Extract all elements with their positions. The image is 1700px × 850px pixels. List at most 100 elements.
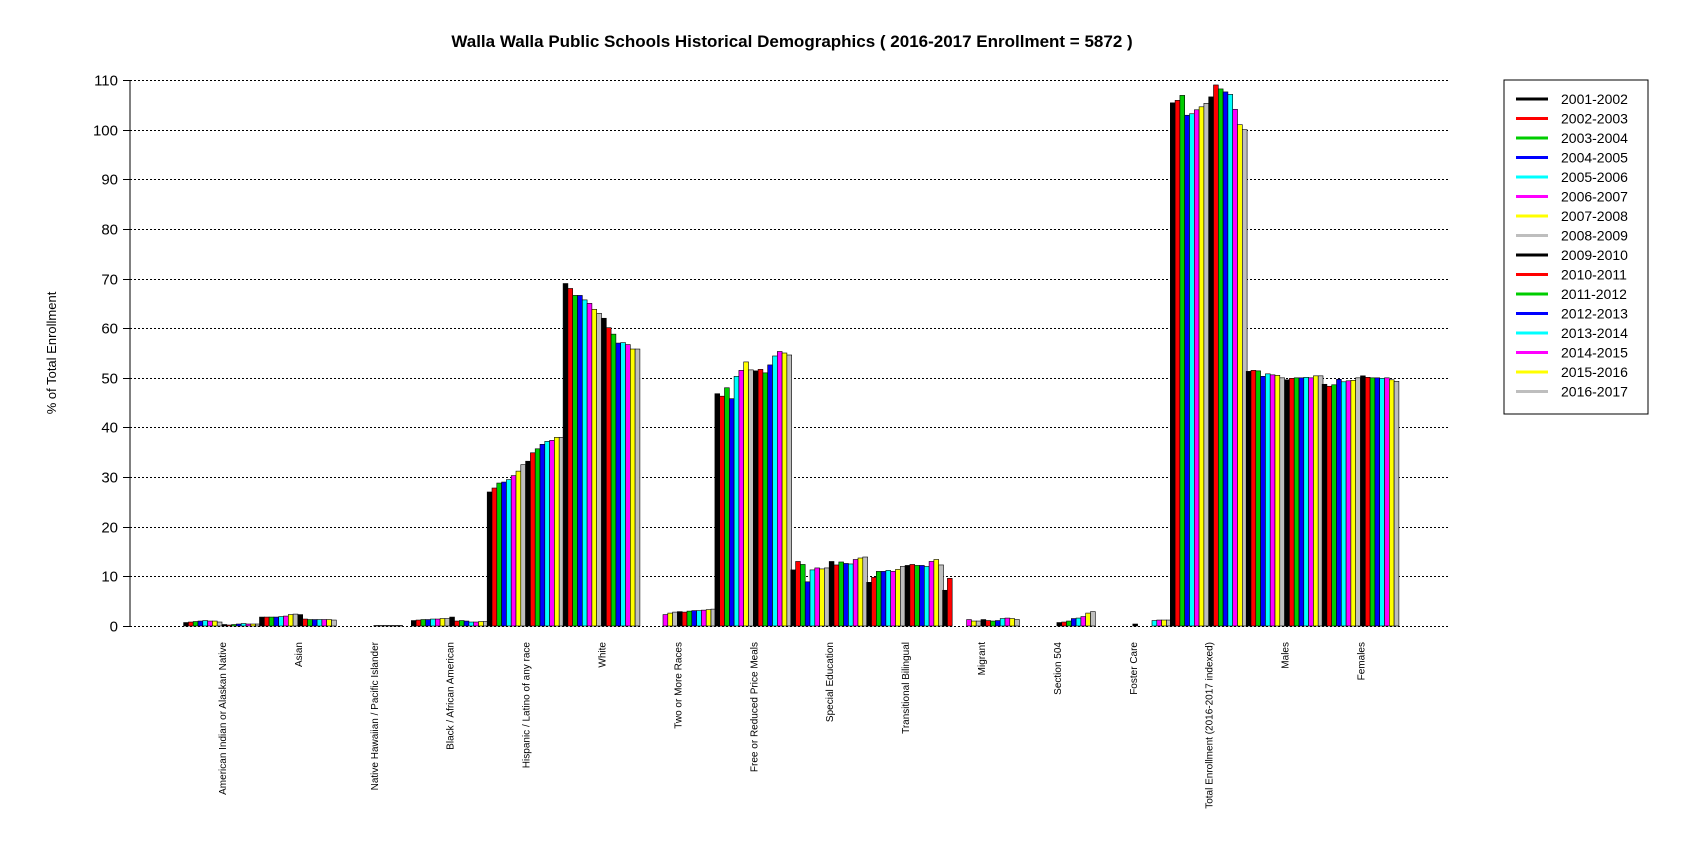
legend-label: 2012-2013 bbox=[1561, 306, 1628, 322]
bar bbox=[549, 440, 555, 627]
bar bbox=[392, 625, 399, 627]
y-tick-label: 20 bbox=[101, 520, 118, 537]
bar bbox=[415, 619, 422, 627]
bar bbox=[1232, 108, 1238, 627]
bar bbox=[202, 620, 208, 627]
legend-item: 2004-2005 bbox=[1516, 150, 1628, 166]
bar bbox=[226, 624, 232, 627]
bar bbox=[245, 623, 252, 627]
bar bbox=[781, 352, 788, 627]
bar bbox=[677, 611, 683, 627]
legend-label: 2010-2011 bbox=[1561, 267, 1627, 283]
bar bbox=[1194, 109, 1200, 627]
legend-label: 2007-2008 bbox=[1561, 208, 1628, 224]
bar bbox=[491, 487, 498, 627]
bar bbox=[192, 621, 199, 627]
legend-label: 2009-2010 bbox=[1561, 247, 1628, 263]
bar bbox=[767, 364, 773, 627]
bar bbox=[1075, 617, 1082, 627]
bar bbox=[899, 566, 906, 627]
bar bbox=[980, 619, 987, 627]
bar bbox=[1384, 377, 1390, 627]
x-tick-label: Two or More Races bbox=[673, 642, 684, 729]
bar bbox=[601, 317, 607, 627]
bar bbox=[449, 616, 455, 627]
bars bbox=[183, 84, 1400, 627]
bar bbox=[425, 619, 431, 627]
bar bbox=[250, 623, 256, 627]
bar bbox=[302, 618, 308, 627]
legend-label: 2016-2017 bbox=[1561, 384, 1628, 400]
bar-group bbox=[562, 283, 641, 627]
bar bbox=[311, 619, 318, 627]
bar bbox=[1170, 102, 1176, 627]
y-tick-label: 100 bbox=[93, 123, 118, 140]
bar bbox=[473, 621, 479, 627]
bar bbox=[378, 625, 384, 627]
bar bbox=[501, 481, 507, 627]
bar bbox=[733, 376, 740, 627]
bar bbox=[610, 333, 617, 627]
bar bbox=[620, 342, 626, 627]
bar bbox=[1326, 385, 1333, 627]
bar-group bbox=[1170, 84, 1248, 627]
bar-group bbox=[1132, 619, 1172, 627]
x-tick-label: Males bbox=[1281, 642, 1292, 669]
bar bbox=[273, 616, 279, 627]
bar bbox=[919, 565, 925, 627]
bar bbox=[928, 561, 935, 627]
legend-label: 2013-2014 bbox=[1561, 325, 1628, 341]
bar bbox=[231, 624, 237, 627]
bar bbox=[625, 344, 631, 627]
bar bbox=[221, 624, 228, 627]
bar bbox=[1313, 375, 1319, 627]
bar bbox=[776, 351, 783, 627]
bar bbox=[510, 475, 517, 627]
bar bbox=[397, 625, 403, 627]
bar bbox=[1184, 114, 1190, 627]
bar bbox=[1056, 622, 1063, 627]
bar bbox=[525, 460, 531, 627]
bar bbox=[1132, 623, 1138, 627]
bar bbox=[1341, 381, 1347, 627]
bar bbox=[539, 444, 546, 627]
legend-item: 2009-2010 bbox=[1516, 247, 1628, 263]
x-tick-label: Asian bbox=[294, 642, 305, 667]
bar bbox=[681, 611, 688, 627]
bar bbox=[975, 620, 982, 627]
legend-item: 2002-2003 bbox=[1516, 111, 1628, 127]
bar bbox=[933, 559, 940, 627]
y-tick-label: 40 bbox=[101, 420, 118, 437]
legend-label: 2005-2006 bbox=[1561, 169, 1628, 185]
bar bbox=[1331, 384, 1337, 627]
bar bbox=[212, 620, 218, 627]
bar bbox=[316, 619, 323, 627]
x-tick-label: Total Enrollment (2016-2017 indexed) bbox=[1205, 642, 1216, 809]
x-tick-label: Special Education bbox=[825, 642, 836, 722]
bar bbox=[586, 303, 593, 627]
y-tick-label: 50 bbox=[101, 371, 118, 388]
bar bbox=[985, 620, 991, 627]
y-tick-label: 110 bbox=[94, 73, 118, 90]
bar bbox=[701, 609, 707, 627]
bar bbox=[486, 491, 493, 627]
bar bbox=[838, 561, 844, 627]
legend: 2001-2002 2002-2003 2003-2004 2004-2005 2005… bbox=[1503, 79, 1649, 415]
bar bbox=[530, 452, 536, 627]
legend-label: 2001-2002 bbox=[1561, 91, 1628, 107]
bar bbox=[1179, 95, 1186, 627]
bar bbox=[1360, 375, 1366, 627]
bar bbox=[321, 619, 327, 627]
bar bbox=[809, 569, 816, 627]
legend-item: 2014-2015 bbox=[1516, 345, 1628, 361]
bar bbox=[1389, 379, 1395, 627]
bar bbox=[1227, 94, 1234, 627]
legend-label: 2002-2003 bbox=[1561, 111, 1628, 127]
legend-label: 2004-2005 bbox=[1561, 150, 1628, 166]
bar bbox=[1071, 618, 1077, 627]
bar bbox=[843, 563, 849, 627]
bar bbox=[757, 369, 764, 627]
bar-group bbox=[259, 613, 337, 627]
legend-item: 2006-2007 bbox=[1516, 189, 1628, 205]
bar bbox=[904, 565, 911, 627]
